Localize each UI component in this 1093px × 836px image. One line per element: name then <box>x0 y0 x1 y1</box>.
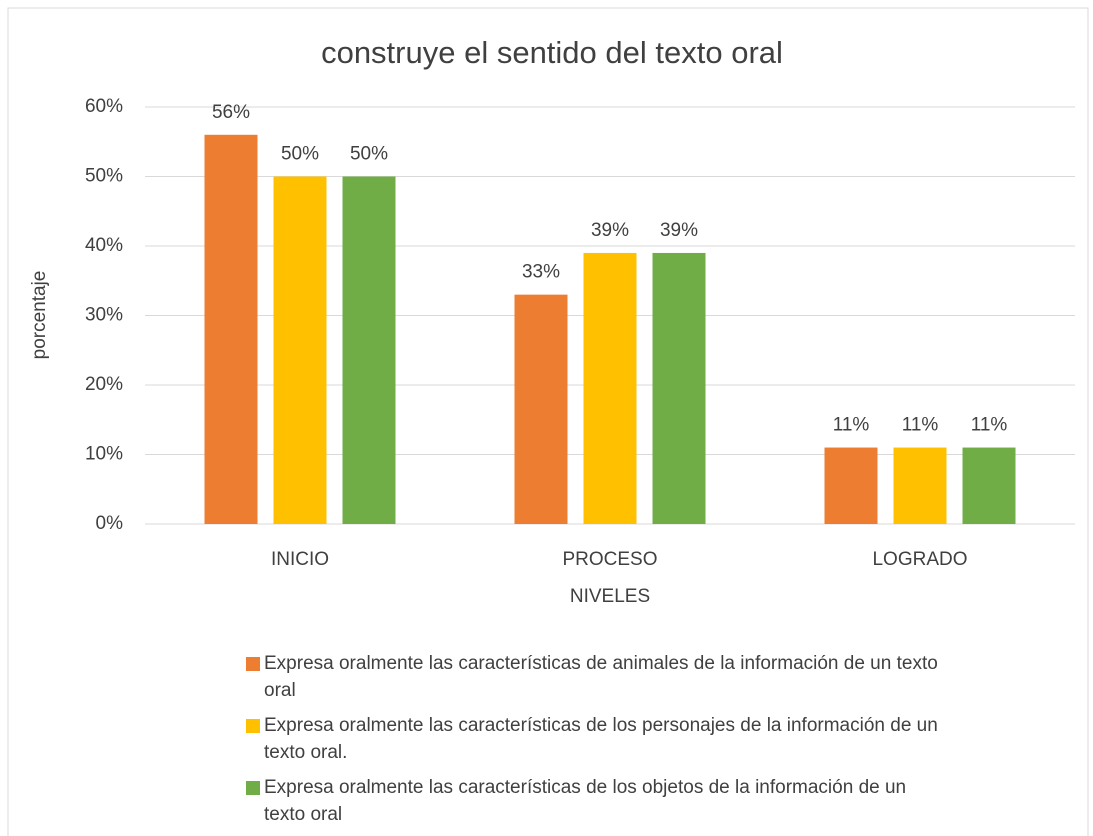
legend-swatch <box>246 781 260 795</box>
chart-title: construye el sentido del texto oral <box>321 35 783 70</box>
chart-border <box>7 7 1089 836</box>
data-label: 56% <box>212 102 250 123</box>
bar <box>342 176 396 524</box>
x-axis-label: NIVELES <box>570 586 650 607</box>
x-tick-label: PROCESO <box>562 549 657 570</box>
y-tick-label: 20% <box>85 374 123 395</box>
legend-label: Expresa oralmente las características de… <box>264 715 938 763</box>
y-tick-label: 40% <box>85 235 123 256</box>
legend-swatch <box>246 719 260 733</box>
legend-label: Expresa oralmente las características de… <box>264 777 907 825</box>
y-axis-label: porcentaje <box>29 271 50 360</box>
y-tick-label: 60% <box>85 96 123 117</box>
bar <box>583 252 637 524</box>
data-label: 50% <box>350 144 388 165</box>
y-tick-label: 10% <box>85 444 123 465</box>
legend-item: Expresa oralmente las características de… <box>246 774 946 828</box>
x-tick-label: INICIO <box>271 549 329 570</box>
y-tick-label: 30% <box>85 305 123 326</box>
data-label: 39% <box>591 220 629 241</box>
data-label: 11% <box>971 415 1008 436</box>
bar <box>273 176 327 524</box>
bar <box>652 252 706 524</box>
data-label: 50% <box>281 144 319 165</box>
data-label: 33% <box>522 262 560 283</box>
x-tick-label: LOGRADO <box>872 549 967 570</box>
bar <box>514 294 568 524</box>
y-tick-label: 50% <box>85 166 123 187</box>
legend-label: Expresa oralmente las características de… <box>264 653 938 701</box>
bar <box>962 447 1016 524</box>
data-label: 39% <box>660 220 698 241</box>
data-label: 11% <box>833 415 870 436</box>
legend-item: Expresa oralmente las características de… <box>246 650 946 704</box>
legend-swatch <box>246 657 260 671</box>
bar <box>893 447 947 524</box>
bar <box>824 447 878 524</box>
legend: Expresa oralmente las características de… <box>246 650 946 836</box>
y-tick-label: 0% <box>96 513 124 534</box>
legend-item: Expresa oralmente las características de… <box>246 712 946 766</box>
bar <box>204 134 258 525</box>
data-label: 11% <box>902 415 939 436</box>
